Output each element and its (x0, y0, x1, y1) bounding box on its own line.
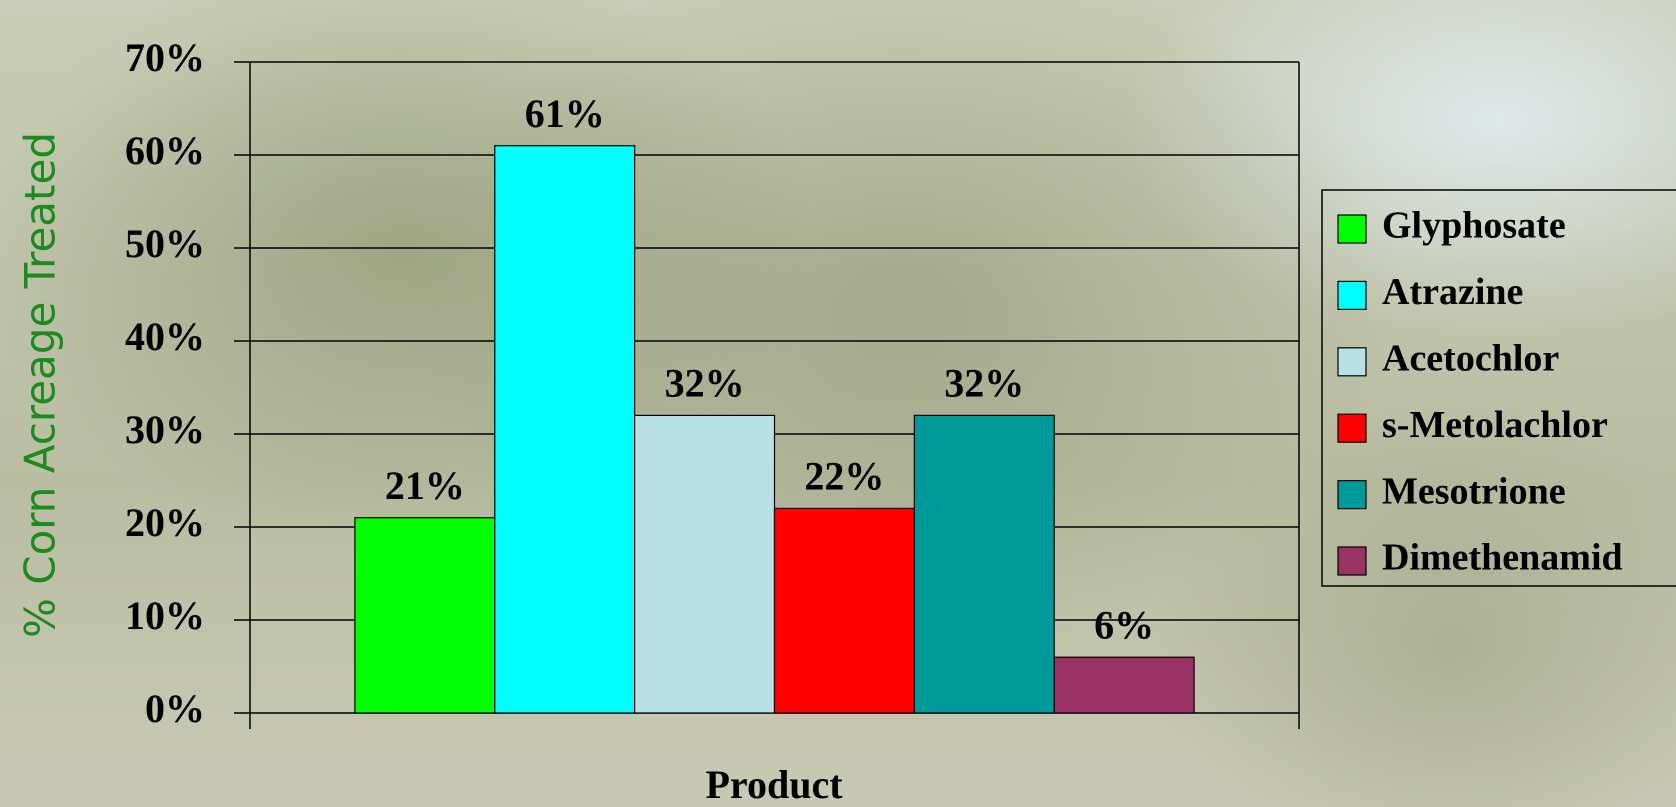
value-label: 21% (385, 463, 465, 508)
legend-swatch (1338, 414, 1366, 442)
bar (355, 518, 495, 713)
legend-swatch (1338, 215, 1366, 243)
legend-swatch (1338, 348, 1366, 376)
value-label: 61% (525, 91, 605, 136)
value-label: 6% (1094, 602, 1154, 647)
legend-swatch (1338, 281, 1366, 309)
legend-swatch (1338, 481, 1366, 509)
chart: % Corn Acreage Treated Product 0% 10% 20% 3… (0, 0, 1676, 807)
bar (1054, 657, 1194, 713)
legend-label: Mesotrione (1382, 470, 1566, 512)
legend-label: Dimethenamid (1382, 537, 1623, 579)
y-tick-label: 70% (125, 35, 205, 80)
y-tick-label: 10% (125, 593, 205, 638)
x-axis-label: Product (705, 762, 843, 807)
y-tick-label: 50% (125, 221, 205, 266)
y-tick-label: 20% (125, 500, 205, 545)
legend-label: Atrazine (1382, 271, 1523, 313)
bar (635, 415, 775, 713)
bar (495, 146, 635, 713)
y-axis-label: % Corn Acreage Treated (16, 132, 65, 638)
value-label: 32% (665, 361, 745, 406)
value-label: 32% (944, 361, 1024, 406)
legend-label: Acetochlor (1382, 338, 1559, 380)
legend-box (1322, 190, 1676, 586)
value-label: 22% (804, 454, 884, 499)
y-tick-label: 0% (145, 686, 205, 731)
bar (914, 415, 1054, 713)
legend-label: s-Metolachlor (1382, 404, 1608, 446)
legend-swatch (1338, 547, 1366, 575)
legend-label: Glyphosate (1382, 205, 1566, 247)
y-tick-label: 60% (125, 128, 205, 173)
legend: Glyphosate Atrazine Acetochlor s-Metolachlo… (1322, 190, 1676, 586)
y-tick-label: 40% (125, 314, 205, 359)
bar (775, 508, 915, 713)
page: {"chart_data": {"type": "bar", "y_label"… (0, 0, 1676, 807)
y-tick-label: 30% (125, 407, 205, 452)
